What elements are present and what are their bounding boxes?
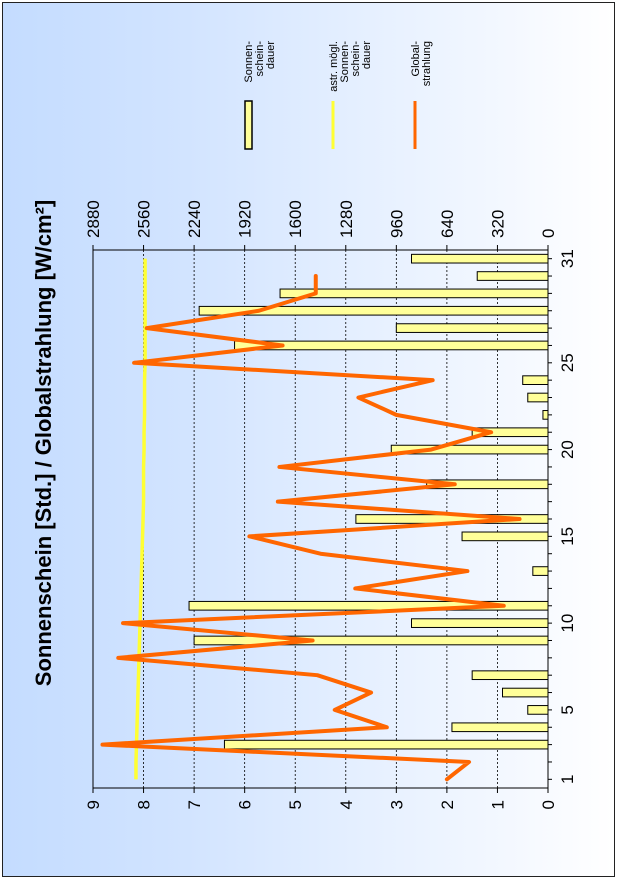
day-label: 31 (558, 249, 577, 268)
legend-entry-global: strahlung (421, 41, 433, 86)
left-axis-label: 4 (337, 800, 356, 809)
day-label: 20 (558, 440, 577, 459)
bar-day-23 (528, 393, 548, 402)
left-axis-label: 9 (84, 800, 103, 809)
right-axis-label: 2880 (84, 200, 103, 238)
day-label: 15 (558, 527, 577, 546)
bar-day-3 (224, 740, 548, 749)
bar-day-22 (543, 411, 548, 420)
legend-entry-sonnenschein: dauer (265, 41, 277, 69)
left-axis-label: 8 (135, 800, 154, 809)
right-axis-label: 1280 (337, 200, 356, 238)
left-axis-label: 2 (438, 800, 457, 809)
day-label: 5 (558, 705, 577, 714)
bar-day-27 (396, 324, 548, 333)
chart-title: Sonnenschein [Std.] / Globalstrahlung [W… (31, 200, 56, 686)
left-axis-label: 5 (286, 800, 305, 809)
bar-day-4 (452, 723, 548, 732)
bar-day-13 (533, 567, 548, 576)
day-label: 25 (558, 353, 577, 372)
right-axis-label: 960 (387, 210, 406, 238)
bar-day-24 (523, 376, 548, 385)
legend: Sonnen-schein-dauer astr. mögl. Sonnen-sch… (243, 41, 433, 149)
bar-day-9 (194, 636, 548, 645)
right-axis-label: 2240 (185, 200, 204, 238)
bar-day-30 (477, 272, 548, 281)
left-axis-label: 1 (488, 800, 507, 809)
right-axis-label: 1920 (236, 200, 255, 238)
right-axis-label: 2560 (135, 200, 154, 238)
bar-day-5 (528, 706, 548, 715)
right-axis-label: 320 (488, 210, 507, 238)
global-line (102, 276, 519, 779)
left-axis-label: 7 (185, 800, 204, 809)
chart: Sonnenschein [Std.] / Globalstrahlung [W… (3, 3, 616, 878)
right-axis-label: 640 (438, 210, 457, 238)
day-label: 1 (558, 775, 577, 784)
bar-day-7 (472, 671, 548, 680)
astro-line (136, 259, 145, 780)
bar-series (189, 254, 548, 749)
left-axis-label: 0 (539, 800, 558, 809)
day-label: 10 (558, 614, 577, 633)
bar-day-10 (412, 619, 549, 628)
left-axis-label: 3 (387, 800, 406, 809)
legend-swatch-bar (245, 101, 252, 149)
right-axis-label: 0 (539, 229, 558, 238)
legend-entry-astro: dauer (361, 41, 373, 69)
bar-day-15 (462, 532, 548, 541)
right-axis-label: 1600 (286, 200, 305, 238)
bar-day-29 (280, 289, 548, 298)
left-axis-label: 6 (236, 800, 255, 809)
bar-day-6 (503, 688, 549, 697)
bar-day-31 (412, 254, 549, 263)
